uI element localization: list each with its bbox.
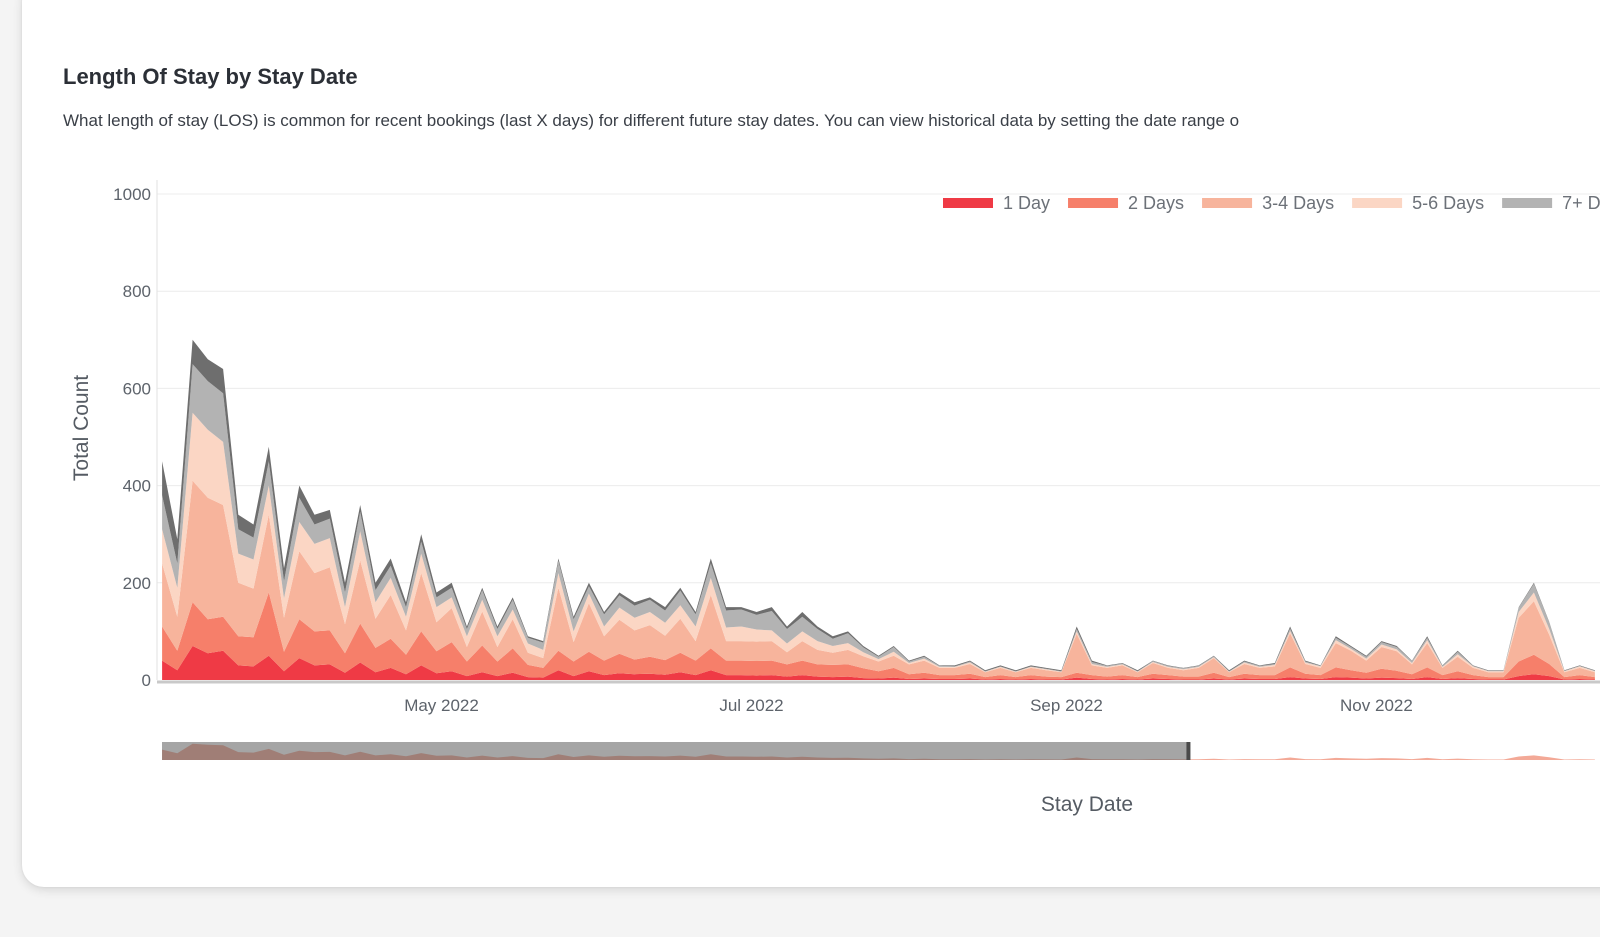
legend-label: 2 Days (1128, 193, 1184, 213)
y-tick-label: 0 (142, 671, 151, 690)
range-slider-handle[interactable] (1186, 742, 1191, 760)
axes: 0 200 400 600 800 1000 May 2022 Jul 2022 Sep 202… (113, 180, 1600, 715)
legend-label: 7+ Days (1562, 193, 1600, 213)
x-tick-label: Nov 2022 (1340, 696, 1413, 715)
x-tick-label: Jul 2022 (719, 696, 783, 715)
y-tick-label: 200 (123, 574, 151, 593)
legend-item-2-days[interactable]: 2 Days (1068, 193, 1184, 213)
legend-label: 3-4 Days (1262, 193, 1334, 213)
legend-label: 1 Day (1003, 193, 1050, 213)
legend-item-3-4-days[interactable]: 3-4 Days (1202, 193, 1334, 213)
legend-label: 5-6 Days (1412, 193, 1484, 213)
stacked-areas[interactable] (162, 339, 1595, 680)
x-tick-label: May 2022 (404, 696, 479, 715)
x-axis-title: Stay Date (1041, 793, 1133, 816)
area-series-2-days[interactable] (162, 592, 1595, 680)
x-tick-label: Sep 2022 (1030, 696, 1103, 715)
range-slider-selection[interactable] (162, 742, 1189, 760)
y-axis-title: Total Count (70, 375, 93, 481)
legend-swatch (1502, 198, 1553, 208)
range-slider[interactable] (162, 742, 1600, 760)
legend-swatch (1202, 198, 1253, 208)
legend-swatch (1352, 198, 1403, 208)
legend-swatch (1068, 198, 1119, 208)
chart-description: What length of stay (LOS) is common for … (63, 111, 1240, 130)
y-tick-label: 600 (123, 379, 151, 398)
legend-item-7-plus-days[interactable]: 7+ Days (1502, 193, 1600, 213)
y-tick-label: 400 (123, 477, 151, 496)
grid-lines (157, 193, 1600, 584)
area-series-1-day[interactable] (162, 646, 1595, 680)
legend-swatch (943, 198, 993, 208)
chart-title: Length Of Stay by Stay Date (63, 64, 358, 89)
chart-card (22, 0, 1600, 887)
legend-item-5-6-days[interactable]: 5-6 Days (1352, 193, 1484, 213)
y-tick-label: 1000 (113, 185, 151, 204)
legend-item-1-day[interactable]: 1 Day (943, 193, 1050, 213)
y-tick-label: 800 (123, 282, 151, 301)
